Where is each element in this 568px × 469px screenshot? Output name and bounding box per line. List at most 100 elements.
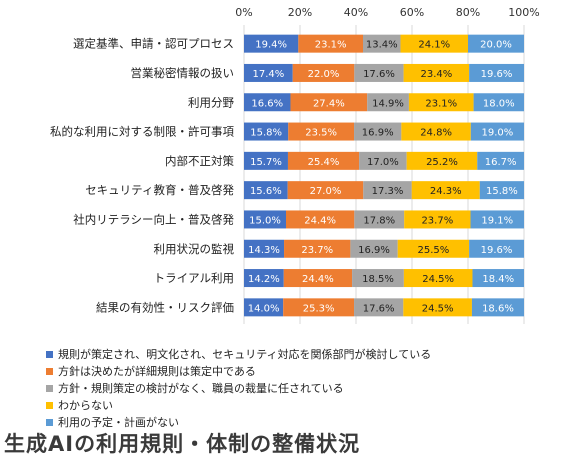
- x-tick-label: 40%: [344, 6, 368, 19]
- bar-segment: [469, 63, 524, 82]
- data-label: 15.7%: [250, 157, 282, 168]
- data-label: 15.0%: [249, 215, 281, 226]
- bar-segment: [286, 210, 355, 229]
- category-label: 営業秘密情報の扱い: [131, 66, 235, 80]
- bar-segment: [244, 93, 291, 112]
- bar-segment: [354, 122, 402, 141]
- bar-segment: [284, 239, 351, 258]
- bar-segment: [244, 269, 284, 288]
- data-label: 19.6%: [481, 69, 513, 80]
- bar-segment: [470, 122, 524, 141]
- data-label: 14.3%: [248, 245, 280, 256]
- data-label: 24.5%: [422, 303, 454, 314]
- legend-item: 方針・規則策定の検討がなく、職員の裁量に任されている: [46, 380, 431, 397]
- data-label: 17.0%: [367, 157, 399, 168]
- bar-segment: [244, 151, 288, 170]
- data-label: 15.6%: [250, 186, 282, 197]
- category-label: 内部不正対策: [165, 154, 234, 168]
- bar-segment: [363, 34, 401, 53]
- data-label: 25.4%: [308, 157, 340, 168]
- category-label: トライアル利用: [154, 271, 234, 285]
- data-label: 17.6%: [363, 69, 395, 80]
- category-label: 利用分野: [188, 95, 234, 109]
- category-label: 選定基準、申請・認可プロセス: [73, 37, 234, 51]
- data-label: 14.9%: [372, 98, 404, 109]
- data-label: 13.4%: [366, 40, 398, 51]
- data-label: 24.4%: [304, 215, 336, 226]
- data-label: 19.0%: [482, 128, 514, 139]
- data-label: 18.6%: [482, 303, 514, 314]
- data-label: 25.2%: [426, 157, 458, 168]
- bar-segment: [406, 151, 478, 170]
- bar-segment: [472, 269, 524, 288]
- data-label: 23.1%: [315, 40, 347, 51]
- chart-title: 生成AIの利用規則・体制の整備状況: [4, 432, 361, 456]
- bar-segment: [244, 63, 293, 82]
- data-label: 20.0%: [480, 40, 512, 51]
- legend-swatch: [46, 368, 53, 375]
- bar-segment: [400, 34, 468, 53]
- data-label: 23.5%: [305, 128, 337, 139]
- data-label: 15.8%: [486, 186, 518, 197]
- data-label: 18.4%: [482, 274, 514, 285]
- legend: 規則が策定され、明文化され、セキュリティ対応を関係部門が検討している 方針は決めた…: [46, 346, 431, 431]
- x-tick-label: 20%: [288, 6, 312, 19]
- data-label: 27.0%: [310, 186, 342, 197]
- data-label: 17.8%: [363, 215, 395, 226]
- bar-segment: [403, 269, 473, 288]
- data-label: 16.6%: [251, 98, 283, 109]
- bar-segment: [354, 63, 404, 82]
- legend-label: 方針・規則策定の検討がなく、職員の裁量に任されている: [58, 382, 344, 395]
- bar-segment: [354, 210, 405, 229]
- data-label: 19.4%: [255, 40, 287, 51]
- bar-segment: [244, 298, 284, 317]
- bar-segment: [470, 210, 524, 229]
- bar-segment: [350, 239, 398, 258]
- data-label: 24.8%: [420, 128, 452, 139]
- bar-segment: [298, 34, 363, 53]
- data-label: 17.3%: [372, 186, 404, 197]
- data-label: 14.2%: [248, 274, 280, 285]
- legend-label: 方針は決めたが詳細規則は策定中である: [58, 365, 256, 378]
- bar-segment: [479, 181, 524, 200]
- bar-segment: [411, 181, 480, 200]
- data-label: 27.4%: [313, 98, 345, 109]
- bar-segment: [469, 239, 524, 258]
- data-label: 23.7%: [421, 215, 453, 226]
- legend-label: 利用の予定・計画がない: [58, 416, 179, 429]
- data-label: 18.5%: [362, 274, 394, 285]
- data-label: 23.4%: [420, 69, 452, 80]
- bar-segment: [404, 210, 471, 229]
- x-tick-label: 100%: [508, 6, 539, 19]
- legend-item: 利用の予定・計画がない: [46, 414, 431, 431]
- bar-segment: [468, 34, 524, 53]
- category-label: 結果の有効性・リスク評価: [96, 300, 234, 314]
- data-label: 17.6%: [363, 303, 395, 314]
- bars: 19.4% 23.1% 13.4% 24.1% 20.0% 17.4% 22.0% 17.6%…: [244, 34, 524, 317]
- bar-segment: [408, 93, 474, 112]
- data-label: 16.7%: [485, 157, 517, 168]
- bar-segment: [401, 122, 471, 141]
- x-axis-ticks: 0% 20% 40% 60% 80% 100%: [235, 6, 539, 19]
- data-label: 23.7%: [301, 245, 333, 256]
- bar-segment: [354, 298, 404, 317]
- category-label: 社内リテラシー向上・普及啓発: [73, 212, 234, 226]
- bar-segment: [244, 34, 299, 53]
- data-label: 25.3%: [303, 303, 335, 314]
- bar-segment: [352, 269, 404, 288]
- bar-segment: [283, 298, 355, 317]
- legend-item: 方針は決めたが詳細規則は策定中である: [46, 363, 431, 380]
- bar-segment: [471, 298, 524, 317]
- bar-segment: [477, 151, 524, 170]
- bar-segment: [287, 181, 364, 200]
- bar-segment: [403, 298, 472, 317]
- bar-segment: [290, 93, 368, 112]
- legend-swatch: [46, 419, 53, 426]
- data-label: 23.1%: [425, 98, 457, 109]
- bar-segment: [473, 93, 524, 112]
- bar-segment: [363, 181, 412, 200]
- data-label: 19.1%: [481, 215, 513, 226]
- legend-item: わからない: [46, 397, 431, 414]
- bar-segment: [292, 63, 355, 82]
- bar-segment: [403, 63, 470, 82]
